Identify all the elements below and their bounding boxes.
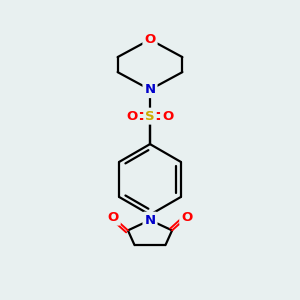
Text: N: N [144, 83, 156, 96]
Text: O: O [144, 33, 156, 46]
Text: O: O [162, 110, 173, 123]
Text: O: O [181, 211, 192, 224]
Text: S: S [145, 110, 155, 123]
Text: O: O [108, 211, 119, 224]
Text: N: N [144, 214, 156, 226]
Text: O: O [127, 110, 138, 123]
